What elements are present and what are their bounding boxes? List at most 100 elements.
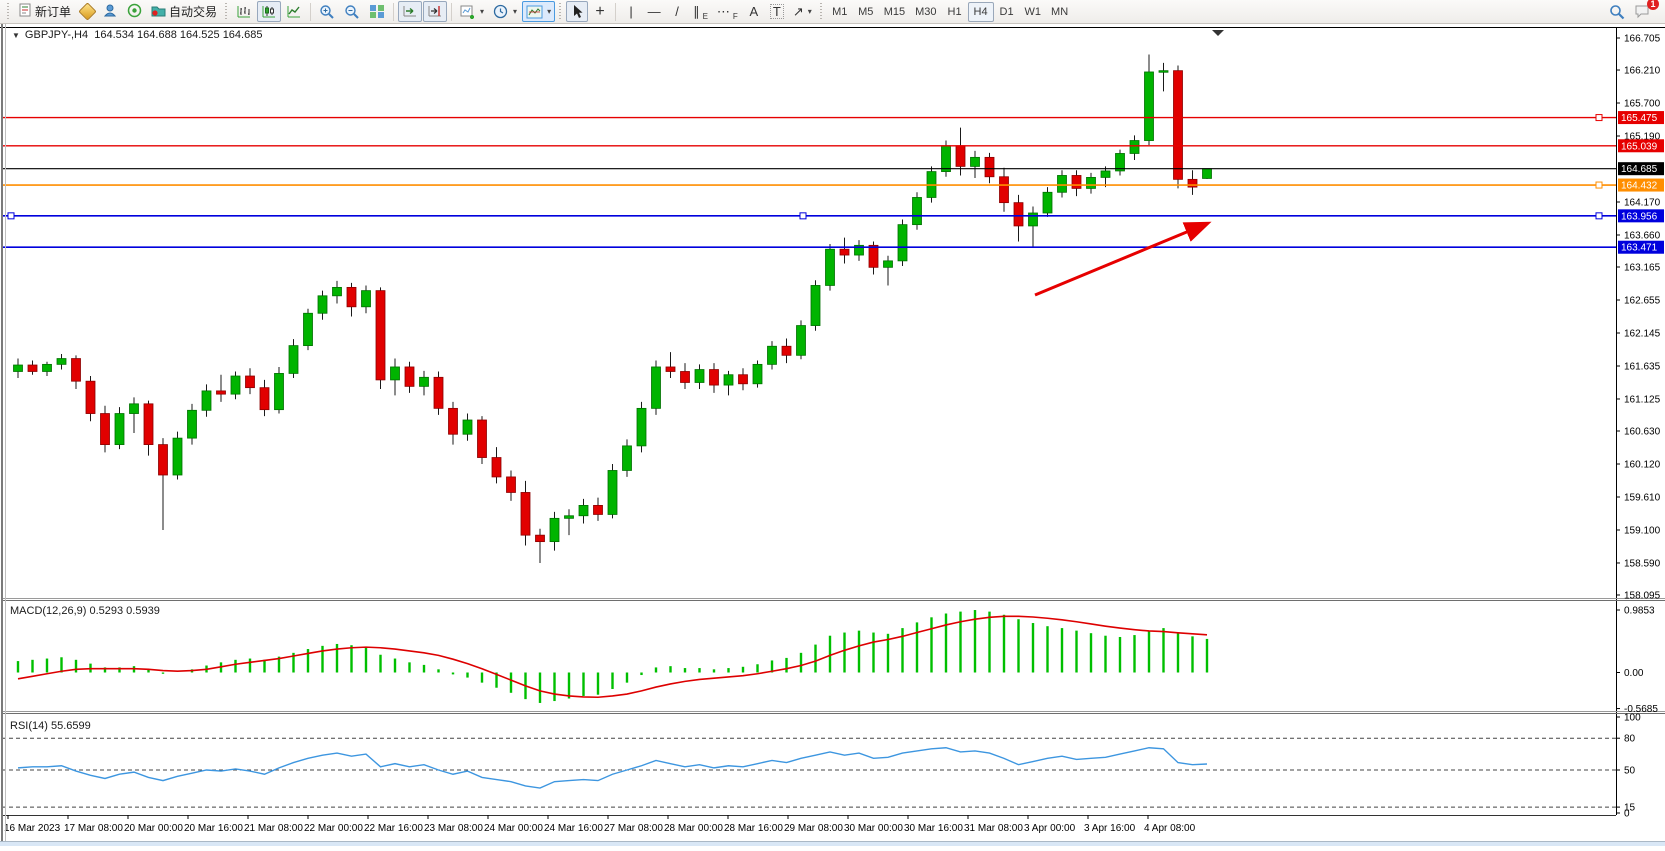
cursor-icon: [573, 5, 583, 18]
text-button[interactable]: A: [743, 1, 765, 22]
candle-down: [1071, 175, 1082, 189]
price-tick-label: 159.610: [1624, 492, 1661, 503]
candle-up: [201, 390, 212, 411]
timeframe-m15-button[interactable]: M15: [883, 5, 906, 18]
toolbar-grip: [224, 2, 230, 21]
timeframe-h1-button[interactable]: H1: [947, 5, 962, 18]
candle-down: [781, 345, 792, 356]
price-badge: [1618, 240, 1664, 254]
community-button[interactable]: [99, 1, 122, 22]
text-icon: A: [749, 4, 759, 19]
candle-down: [520, 492, 531, 536]
tile-windows-button[interactable]: [365, 1, 389, 22]
chart-canvas[interactable]: 166.705 166.210 165.700 165.190 164.170 163.6…: [0, 24, 1665, 846]
line-chart-button[interactable]: [282, 1, 306, 22]
candle-up: [1042, 191, 1053, 214]
hline-handle: [1595, 212, 1603, 220]
candlestick-chart-button[interactable]: [257, 1, 282, 22]
autotrading-button[interactable]: 自动交易: [147, 1, 221, 22]
candle-down: [984, 156, 995, 178]
bar-chart-button[interactable]: [232, 1, 256, 22]
horizontal-line-button[interactable]: —: [643, 1, 665, 22]
auto-scroll-button[interactable]: [398, 1, 423, 22]
dropdown-caret-icon: ▾: [513, 7, 518, 16]
signals-icon: [127, 3, 142, 21]
new-order-label: 新订单: [35, 5, 72, 19]
cursor-button[interactable]: [566, 1, 589, 22]
timeframe-w1-button[interactable]: W1: [1024, 5, 1042, 18]
candle-up: [883, 260, 893, 268]
market-depth-button[interactable]: [76, 1, 98, 22]
window-left-edge-inner: [5, 24, 6, 846]
candle-down: [100, 413, 110, 445]
new-chart-icon: [460, 5, 475, 19]
timeframe-m1-button[interactable]: M1: [832, 5, 848, 18]
candle-up: [462, 419, 473, 435]
time-tick-label: 30 Mar 00:00: [844, 823, 903, 834]
arrows-icon: ↗: [792, 4, 804, 19]
macd-signal-line: [17, 615, 1208, 699]
text-label-button[interactable]: T: [766, 1, 788, 22]
equidistant-channel-button[interactable]: ∥ E: [689, 1, 712, 22]
timeframe-h4-button[interactable]: H4: [967, 1, 994, 22]
vertical-line-button[interactable]: |: [620, 1, 642, 22]
zoom-in-button[interactable]: [315, 1, 339, 22]
fibonacci-icon: ⋯: [716, 4, 730, 19]
time-tick-label: 4 Apr 08:00: [1144, 823, 1196, 834]
time-tick-label: 30 Mar 16:00: [904, 823, 963, 834]
timeframe-mn-button[interactable]: MN: [1051, 5, 1069, 18]
price-tick-label: 163.165: [1624, 263, 1661, 274]
new-chart-button[interactable]: ▾: [456, 1, 488, 22]
window-caret-icon[interactable]: ▼: [12, 31, 20, 40]
candle-down: [680, 371, 690, 383]
fibonacci-button[interactable]: ⋯ F: [713, 1, 742, 22]
time-tick-label: 24 Mar 00:00: [484, 823, 543, 834]
candle-up: [129, 403, 139, 414]
candle-down: [477, 419, 487, 458]
price-badge-label: 165.039: [1621, 141, 1658, 152]
candle-up: [1158, 70, 1169, 73]
price-tick-label: 162.145: [1624, 328, 1661, 339]
price-badge: [1618, 178, 1664, 192]
chart-window: ▼ GBPJPY-,H4 164.534 164.688 164.525 164.…: [0, 24, 1665, 846]
candle-up: [13, 364, 23, 372]
template-button[interactable]: ▾: [522, 1, 556, 22]
trendline-button[interactable]: /: [666, 1, 688, 22]
candle-down: [433, 376, 444, 409]
search-button[interactable]: [1605, 1, 1629, 22]
timeframe-m30-button[interactable]: M30: [915, 5, 937, 18]
candle-down: [491, 457, 502, 478]
arrows-button[interactable]: ↗ ▾: [789, 1, 816, 22]
timeframe-d1-button[interactable]: D1: [999, 5, 1014, 18]
time-tick-label: 28 Mar 16:00: [724, 823, 783, 834]
candle-up: [636, 407, 647, 447]
candle-up: [42, 363, 52, 372]
candle-up: [1202, 168, 1212, 179]
candle-down: [375, 290, 386, 381]
period-button[interactable]: ▾: [489, 1, 521, 22]
candle-up: [1115, 153, 1125, 172]
market-depth-icon: [77, 2, 97, 21]
main-toolbar: 新订单 自动交易: [0, 0, 1665, 24]
candle-down: [839, 248, 850, 256]
chart-title: ▼ GBPJPY-,H4 164.534 164.688 164.525 164.…: [12, 29, 262, 41]
price-badge: [1618, 139, 1664, 153]
candle-down: [85, 380, 96, 414]
candle-up: [1144, 71, 1154, 141]
candle-down: [1013, 202, 1024, 227]
new-order-button[interactable]: 新订单: [14, 1, 75, 22]
window-left-edge[interactable]: [1, 24, 3, 846]
price-tick-label: 158.590: [1624, 558, 1661, 569]
line-chart-icon: [287, 6, 301, 18]
auto-scroll-icon: [403, 6, 417, 17]
chart-shift-button[interactable]: [423, 1, 448, 22]
toolbar-separator: [393, 2, 395, 21]
zoom-out-button[interactable]: [340, 1, 364, 22]
candle-up: [317, 295, 328, 314]
crosshair-button[interactable]: +: [589, 1, 611, 22]
price-tick-label: 160.120: [1624, 459, 1661, 470]
candle-up: [274, 373, 284, 411]
timeframe-m5-button[interactable]: M5: [858, 5, 874, 18]
notifications-button[interactable]: 1: [1630, 0, 1659, 22]
signals-button[interactable]: [123, 1, 146, 22]
